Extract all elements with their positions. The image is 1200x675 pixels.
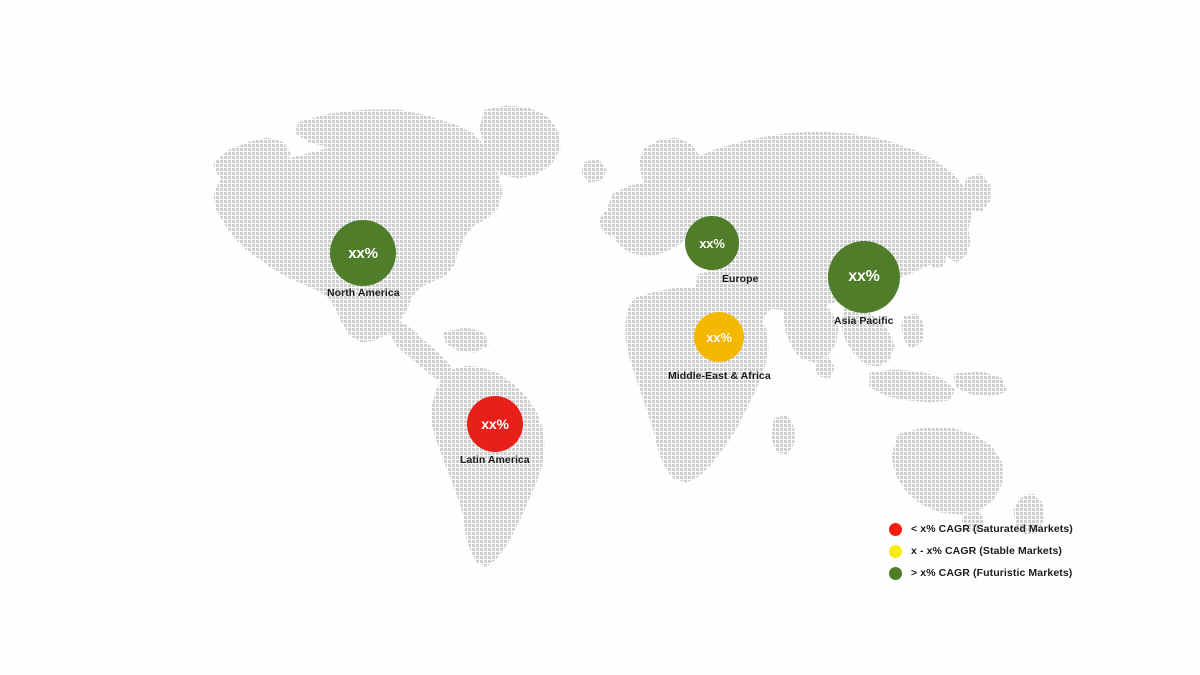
bubble-latin-america[interactable]: xx% bbox=[467, 396, 523, 452]
bubble-asia-pacific[interactable]: xx% bbox=[828, 241, 900, 313]
region-label-europe: Europe bbox=[722, 273, 759, 285]
bubble-value-north-america: xx% bbox=[348, 244, 378, 262]
legend-dot-futuristic-icon bbox=[889, 566, 902, 580]
bubble-north-america[interactable]: xx% bbox=[330, 220, 396, 286]
legend-row-stable[interactable]: x - x% CAGR (Stable Markets) bbox=[889, 540, 1189, 562]
bubble-value-asia-pacific: xx% bbox=[848, 268, 880, 285]
legend-label-saturated: < x% CAGR (Saturated Markets) bbox=[911, 523, 1073, 535]
legend-label-futuristic: > x% CAGR (Futuristic Markets) bbox=[911, 567, 1073, 579]
legend: < x% CAGR (Saturated Markets) x - x% CAGR… bbox=[889, 518, 1189, 584]
bubble-value-latin-america: xx% bbox=[481, 416, 509, 432]
legend-row-futuristic[interactable]: > x% CAGR (Futuristic Markets) bbox=[889, 562, 1189, 584]
bubble-value-middle-east-africa: xx% bbox=[706, 329, 732, 345]
legend-dot-stable-icon bbox=[889, 544, 902, 558]
region-label-middle-east-africa: Middle-East & Africa bbox=[668, 370, 771, 382]
bubble-europe[interactable]: xx% bbox=[685, 216, 739, 270]
region-label-asia-pacific: Asia Pacific bbox=[834, 315, 894, 327]
bubble-middle-east-africa[interactable]: xx% bbox=[694, 312, 744, 362]
region-label-north-america: North America bbox=[327, 287, 400, 299]
legend-dot-saturated-icon bbox=[889, 522, 902, 536]
bubble-value-europe: xx% bbox=[699, 235, 725, 251]
legend-row-saturated[interactable]: < x% CAGR (Saturated Markets) bbox=[889, 518, 1189, 540]
region-label-latin-america: Latin America bbox=[460, 454, 530, 466]
legend-label-stable: x - x% CAGR (Stable Markets) bbox=[911, 545, 1063, 557]
